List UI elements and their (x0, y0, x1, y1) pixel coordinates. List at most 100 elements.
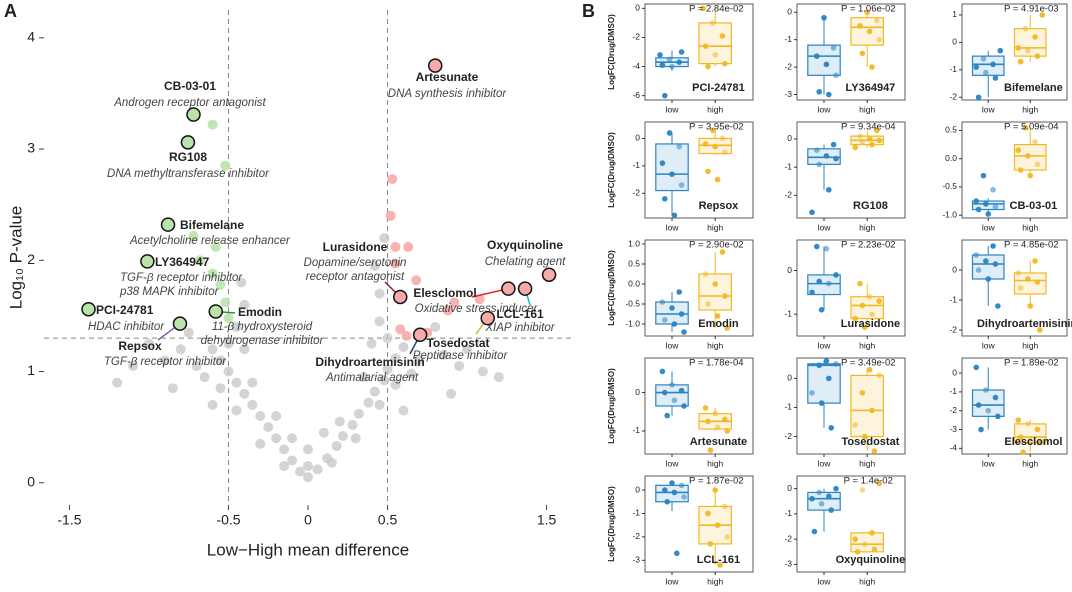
point (369, 386, 380, 397)
y-tick-label: -3 (784, 559, 792, 569)
point (662, 389, 668, 396)
drug-label: Artesunate (690, 436, 747, 448)
point (826, 91, 832, 98)
y-tick-label: 0.0 (628, 278, 640, 288)
highlight-annotation: dehydrogenase inhibitor (201, 335, 325, 347)
point (826, 186, 832, 193)
point (678, 387, 685, 394)
y-tick-label: -2 (784, 190, 792, 200)
point (710, 127, 716, 134)
point (705, 168, 711, 175)
y-axis-title: LogFC(Drug/DMSO) (607, 250, 616, 326)
panel-frame (796, 357, 906, 455)
point (859, 50, 866, 57)
point (271, 433, 282, 444)
point (990, 243, 996, 249)
x-tick-label: -1.5 (57, 512, 81, 528)
p-value: P = 4.85e-02 (1004, 240, 1059, 251)
p-value: P = 5.09e-04 (1004, 122, 1059, 133)
point (379, 375, 390, 386)
highlight-point (160, 217, 176, 232)
point (712, 143, 718, 150)
y-tick-label: 0.0 (945, 153, 957, 163)
point (816, 362, 822, 369)
point (678, 49, 685, 55)
point (374, 316, 385, 327)
y-tick-label: 4 (27, 29, 35, 45)
y-tick-label: 0 (787, 265, 792, 275)
x-axis-title: Low−High mean difference (207, 540, 409, 559)
point (857, 280, 863, 287)
p-value: P = 1.87e-02 (689, 476, 744, 487)
highlight-annotation: DNA synthesis inhibitor (388, 88, 508, 100)
point (700, 5, 706, 12)
point (167, 383, 178, 394)
point (303, 444, 313, 455)
point (662, 487, 668, 493)
point (395, 324, 406, 335)
point (659, 160, 666, 166)
point (983, 69, 989, 76)
point (712, 281, 718, 287)
box (655, 384, 689, 407)
y-tick-label: -0.5 (625, 298, 640, 308)
point (869, 311, 875, 317)
y-tick-label: -1 (949, 386, 957, 396)
point (664, 412, 670, 419)
point (406, 368, 417, 379)
y-tick-label: 0 (952, 37, 957, 47)
point (678, 311, 685, 317)
point (239, 344, 250, 355)
point (707, 447, 714, 453)
y-tick-label: 0 (27, 473, 35, 489)
y-tick-label: 1 (27, 362, 35, 378)
drug-label: Oxyquinoline (836, 554, 906, 566)
point (659, 368, 666, 375)
y-tick-label: 0 (635, 387, 640, 397)
point (876, 372, 882, 379)
drug-label: Lurasidone (841, 318, 900, 330)
point (662, 92, 668, 99)
point (183, 327, 194, 338)
x-tick-label: low (666, 576, 680, 586)
highlight-annotation: Chelating agent (485, 256, 566, 268)
point (353, 408, 364, 419)
point (366, 338, 377, 349)
x-tick-label: high (707, 104, 723, 114)
point (705, 510, 711, 517)
point (379, 233, 390, 244)
p-value: P = 2.90e-02 (689, 240, 744, 251)
p-value: P = 1.78e-04 (689, 358, 744, 369)
x-tick-label: low (982, 222, 996, 232)
y-tick-label: -1 (949, 64, 957, 74)
drug-label: Tosedostat (842, 436, 900, 448)
highlight-annotation: TGF-β receptor inhibitor (120, 272, 243, 284)
point (671, 321, 678, 327)
point (876, 36, 882, 43)
point (975, 94, 982, 101)
point (707, 541, 714, 547)
point (992, 261, 999, 267)
point (207, 399, 218, 410)
point (430, 322, 441, 333)
point (714, 176, 721, 183)
point (239, 388, 250, 399)
point (666, 56, 673, 63)
point (823, 245, 830, 252)
highlight-label: LY364947 (155, 255, 210, 269)
box (807, 274, 841, 296)
point (978, 426, 984, 433)
point (390, 258, 401, 269)
point (1017, 434, 1024, 440)
point (295, 466, 306, 477)
point (862, 433, 868, 440)
point (1027, 172, 1034, 179)
point (833, 485, 839, 492)
point (816, 161, 822, 168)
point (326, 457, 337, 468)
point (809, 289, 815, 296)
highlight-point (392, 289, 408, 305)
y-tick-label: 0 (635, 133, 640, 143)
point (493, 372, 504, 383)
